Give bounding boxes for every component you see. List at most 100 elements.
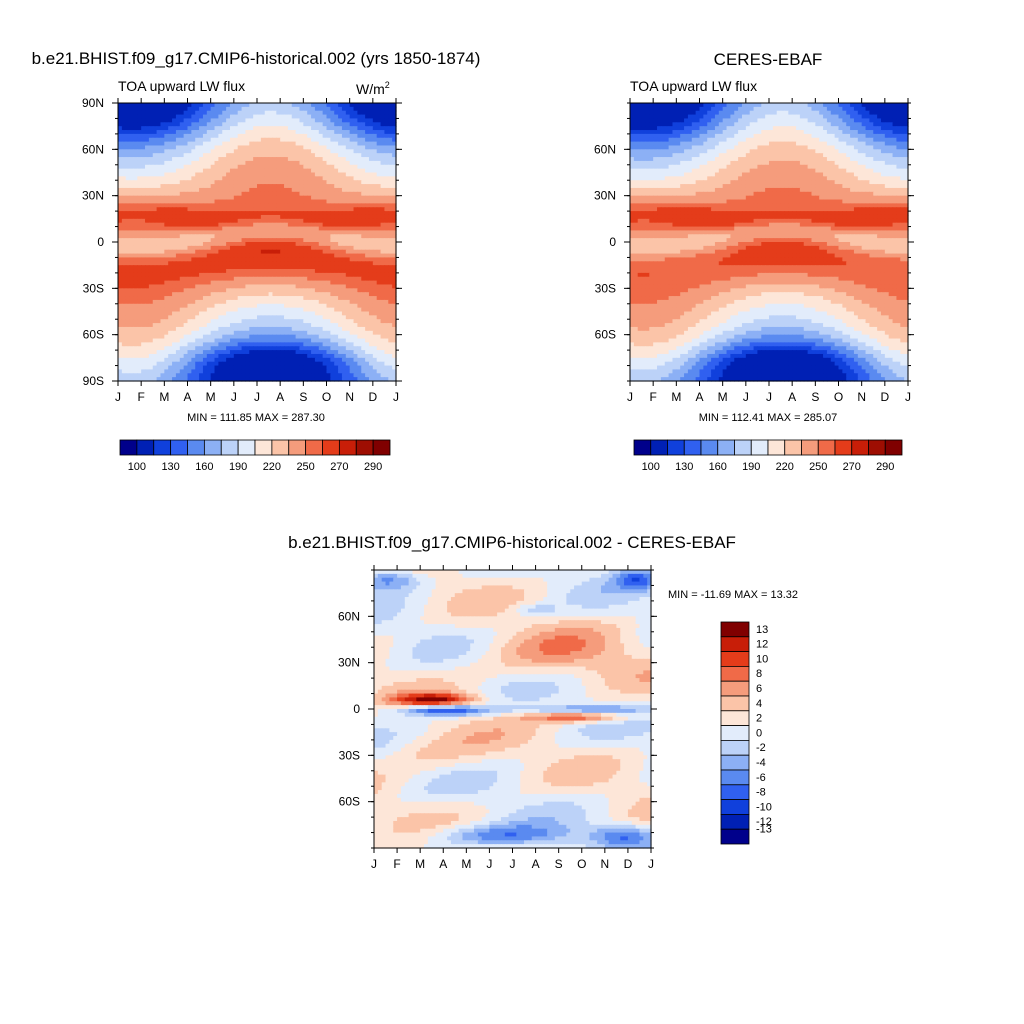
- field-cell: [202, 350, 208, 355]
- field-cell: [257, 203, 262, 208]
- field-cell: [125, 334, 131, 340]
- field-cell: [384, 330, 389, 336]
- field-cell: [365, 106, 370, 112]
- field-cell: [137, 122, 142, 127]
- field-cell: [237, 164, 243, 170]
- field-cell: [218, 118, 223, 123]
- field-cell: [314, 114, 320, 120]
- field-cell: [334, 342, 339, 347]
- field-cell: [388, 272, 393, 278]
- field-cell: [287, 357, 293, 363]
- field-cell: [118, 133, 123, 139]
- field-cell: [272, 211, 277, 216]
- field-cell: [353, 299, 358, 305]
- field-cell: [295, 122, 301, 127]
- field-cell: [141, 311, 146, 316]
- field-cell: [210, 195, 216, 201]
- field-cell: [380, 319, 386, 324]
- field-cell: [349, 164, 355, 170]
- field-cell: [326, 280, 331, 286]
- field-cell: [284, 342, 289, 347]
- field-cell: [257, 292, 262, 297]
- field-cell: [118, 338, 123, 343]
- field-cell: [295, 253, 301, 259]
- field-cell: [307, 334, 312, 340]
- field-cell: [368, 133, 374, 139]
- field-cell: [291, 130, 297, 135]
- field-cell: [241, 257, 247, 262]
- field-cell: [249, 334, 254, 340]
- field-cell: [314, 353, 320, 359]
- field-cell: [291, 299, 297, 305]
- field-cell: [237, 276, 243, 282]
- field-cell: [361, 203, 366, 208]
- field-cell: [268, 245, 274, 251]
- field-cell: [168, 184, 173, 189]
- field-cell: [291, 234, 297, 239]
- field-cell: [148, 172, 154, 177]
- field-cell: [392, 195, 397, 201]
- field-cell: [175, 311, 181, 316]
- field-cell: [372, 160, 378, 166]
- field-cell: [349, 157, 355, 162]
- field-cell: [260, 137, 266, 143]
- field-cell: [326, 346, 331, 351]
- field-cell: [365, 303, 370, 309]
- field-cell: [353, 303, 358, 309]
- field-cell: [299, 346, 304, 351]
- field-cell: [318, 110, 324, 116]
- field-cell: [121, 122, 127, 127]
- field-cell: [164, 330, 169, 336]
- field-cell: [133, 203, 138, 208]
- field-cell: [303, 207, 308, 212]
- field-cell: [218, 114, 223, 120]
- field-cell: [303, 342, 308, 347]
- field-cell: [299, 338, 304, 343]
- field-cell: [241, 114, 247, 120]
- field-cell: [349, 211, 355, 216]
- field-cell: [338, 222, 343, 228]
- field-cell: [330, 187, 335, 193]
- field-cell: [133, 326, 138, 332]
- field-cell: [268, 234, 274, 239]
- field-cell: [295, 184, 301, 189]
- field-cell: [276, 269, 281, 274]
- field-cell: [199, 133, 204, 139]
- field-cell: [222, 284, 227, 289]
- field-cell: [361, 357, 366, 363]
- field-cell: [257, 253, 262, 259]
- field-cell: [179, 249, 185, 255]
- field-cell: [229, 261, 235, 266]
- field-cell: [121, 176, 127, 181]
- field-cell: [125, 369, 131, 374]
- field-cell: [311, 284, 316, 289]
- field-cell: [152, 145, 158, 150]
- field-cell: [388, 222, 393, 228]
- field-cell: [168, 106, 173, 112]
- field-cell: [368, 187, 374, 193]
- field-cell: [125, 245, 131, 251]
- field-cell: [268, 145, 274, 150]
- field-cell: [241, 133, 247, 139]
- field-cell: [156, 299, 162, 305]
- field-cell: [210, 234, 216, 239]
- field-cell: [253, 303, 258, 309]
- field-cell: [214, 365, 219, 371]
- field-cell: [291, 207, 297, 212]
- field-cell: [357, 172, 362, 177]
- field-cell: [353, 234, 358, 239]
- field-cell: [376, 330, 382, 336]
- field-cell: [249, 195, 254, 201]
- field-cell: [206, 195, 212, 201]
- field-cell: [349, 137, 355, 143]
- field-cell: [272, 296, 277, 301]
- field-cell: [253, 257, 258, 262]
- field-cell: [268, 180, 274, 185]
- field-cell: [249, 361, 254, 367]
- field-cell: [137, 114, 142, 120]
- field-cell: [334, 106, 339, 112]
- field-cell: [345, 242, 351, 247]
- field-cell: [365, 257, 370, 262]
- field-cell: [118, 226, 123, 232]
- field-cell: [307, 114, 312, 120]
